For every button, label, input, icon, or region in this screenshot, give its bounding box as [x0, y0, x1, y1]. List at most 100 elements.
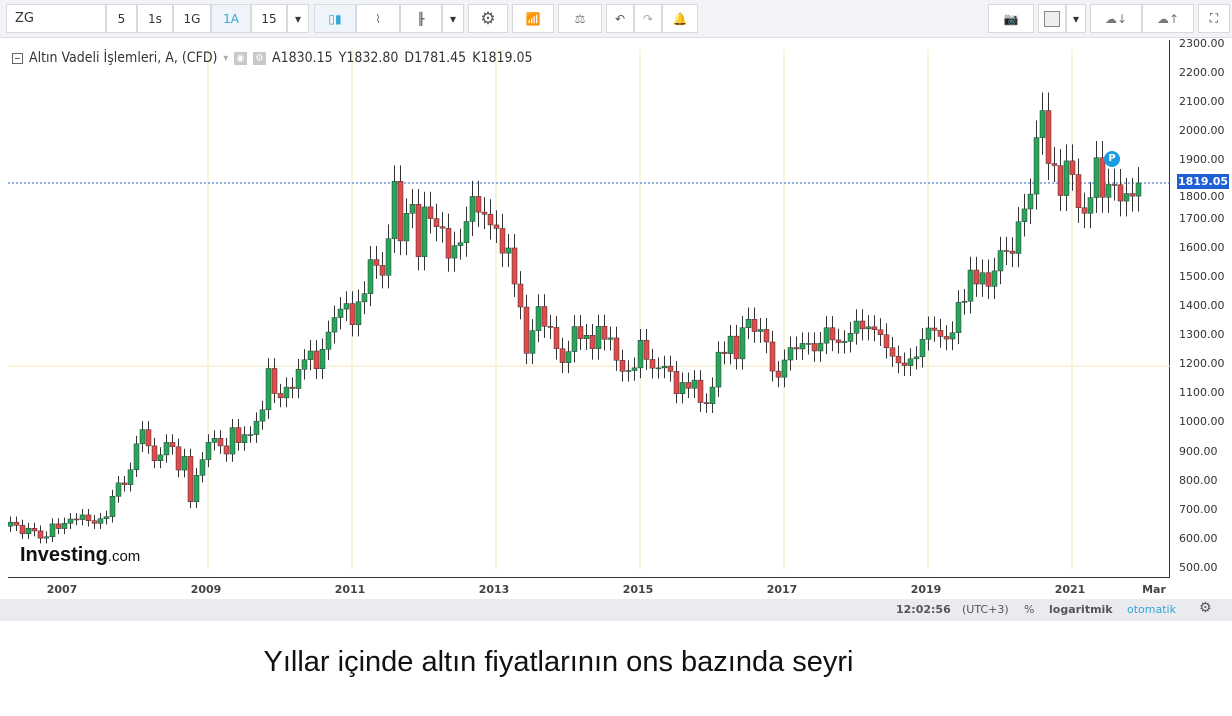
chart-area[interactable] [8, 40, 1170, 578]
percent-toggle[interactable]: % [1024, 603, 1035, 616]
candle-body [103, 516, 110, 519]
y-tick-label: 1600.00 [1179, 240, 1225, 254]
candle-body [73, 518, 80, 521]
interval-1g[interactable]: 1G [173, 4, 211, 33]
status-bar: 12:02:56 (UTC+3) % logaritmik otomatik ⚙ [0, 599, 1232, 621]
candlestick-icon[interactable]: ▯▮ [314, 4, 356, 33]
candle-body [217, 438, 224, 447]
price-axis[interactable]: 2300.00 2200.00 2100.00 2000.00 1900.00 1800.… [1170, 37, 1232, 578]
candle-body [547, 326, 554, 328]
candle-body [979, 272, 986, 285]
chevron-down-icon[interactable]: ▾ [287, 4, 309, 33]
gear-icon[interactable]: ⚙ [1199, 600, 1212, 616]
candle-body [109, 496, 116, 517]
y-tick-label: 1700.00 [1179, 211, 1225, 225]
candle-body [1021, 208, 1028, 222]
candle-body [199, 459, 206, 476]
symbol-input[interactable]: ZG [6, 4, 106, 33]
candle-body [895, 355, 902, 364]
bar-chart-icon[interactable]: ╟ [400, 4, 442, 33]
cloud-upload-icon[interactable]: ☁↑ [1142, 4, 1194, 33]
candle-body [397, 181, 404, 242]
candle-body [175, 446, 182, 471]
candle-body [247, 434, 254, 436]
settings-icon[interactable]: ⚙ [252, 51, 266, 65]
candle-body [703, 402, 710, 404]
candle-body [187, 456, 194, 503]
chevron-down-icon[interactable]: ▾ [442, 4, 464, 33]
chevron-down-icon[interactable]: ▾ [1066, 4, 1086, 33]
collapse-icon[interactable] [12, 52, 23, 64]
interval-5[interactable]: 5 [106, 4, 137, 33]
candle-body [361, 293, 368, 303]
cloud-download-icon[interactable]: ☁↓ [1090, 4, 1142, 33]
candle-body [1081, 207, 1088, 214]
auto-scale-toggle[interactable]: otomatik [1127, 603, 1176, 616]
chevron-down-icon[interactable]: ▾ [223, 52, 228, 64]
candle-body [487, 213, 494, 226]
position-badge[interactable]: P [1104, 151, 1120, 167]
candle-body [937, 330, 944, 337]
candle-body [577, 326, 584, 340]
candle-body [571, 326, 578, 352]
gear-icon[interactable]: ⚙ [468, 4, 508, 33]
indicators-icon[interactable]: 📶 [512, 4, 554, 33]
candle-body [349, 303, 356, 326]
candle-body [631, 367, 638, 371]
candle-body [1111, 184, 1118, 186]
candle-body [781, 359, 788, 378]
candle-body [619, 360, 626, 372]
color-box-icon[interactable] [1038, 4, 1066, 33]
candle-body [295, 369, 302, 389]
candle-body [301, 359, 308, 370]
candle-body [775, 370, 782, 378]
candle-body [949, 332, 956, 340]
candle-body [751, 319, 758, 332]
candle-body [829, 327, 836, 341]
candle-body [883, 334, 890, 349]
candle-body [325, 331, 332, 350]
candle-body [769, 341, 776, 372]
candle-body [505, 247, 512, 254]
log-scale-toggle[interactable]: logaritmik [1049, 603, 1113, 616]
undo-icon[interactable]: ↶ [606, 4, 634, 33]
candle-body [493, 224, 500, 229]
candle-body [205, 442, 212, 460]
candle-body [115, 482, 122, 497]
candle-body [37, 530, 44, 539]
candle-body [163, 442, 170, 456]
interval-1a[interactable]: 1A [211, 4, 251, 33]
candle-body [973, 269, 980, 285]
candle-body [931, 327, 938, 331]
candle-body [691, 379, 698, 389]
caption: Yıllar içinde altın fiyatlarının ons baz… [263, 646, 854, 678]
toolbar: ZG 5 1s 1G 1A 15 ▾ ▯▮ ⌇ ╟ ▾ ⚙ 📶 ⚖ ↶ ↷ 🔔 … [0, 0, 1232, 38]
instrument-title: Altın Vadeli İşlemleri, A, (CFD) [29, 50, 218, 66]
candle-body [991, 270, 998, 287]
alert-icon[interactable]: 🔔 [662, 4, 698, 33]
candle-body [1129, 193, 1136, 197]
candle-body [709, 386, 716, 404]
compare-icon[interactable]: ⚖ [558, 4, 602, 33]
candlestick-plot [8, 50, 1170, 570]
visibility-icon[interactable]: ◉ [233, 51, 247, 65]
close-value: K1819.05 [472, 50, 533, 66]
area-chart-icon[interactable]: ⌇ [356, 4, 400, 33]
interval-1s[interactable]: 1s [137, 4, 173, 33]
camera-icon[interactable]: 📷 [988, 4, 1034, 33]
candle-body [1057, 165, 1064, 196]
time-axis[interactable]: 2007 2009 2011 2013 2015 2017 2019 2021 Mar [8, 578, 1170, 598]
candle-body [919, 339, 926, 358]
candle-body [763, 329, 770, 343]
fullscreen-icon[interactable]: ⛶ [1198, 4, 1230, 33]
timezone[interactable]: (UTC+3) [962, 603, 1009, 616]
interval-15[interactable]: 15 [251, 4, 287, 33]
y-tick-label: 2100.00 [1179, 95, 1225, 109]
investing-logo: Investing.com [20, 544, 141, 566]
candle-body [565, 351, 572, 363]
candle-body [451, 245, 458, 259]
candle-body [277, 393, 284, 399]
redo-icon[interactable]: ↷ [634, 4, 662, 33]
candle-body [151, 445, 158, 461]
candle-body [403, 213, 410, 242]
